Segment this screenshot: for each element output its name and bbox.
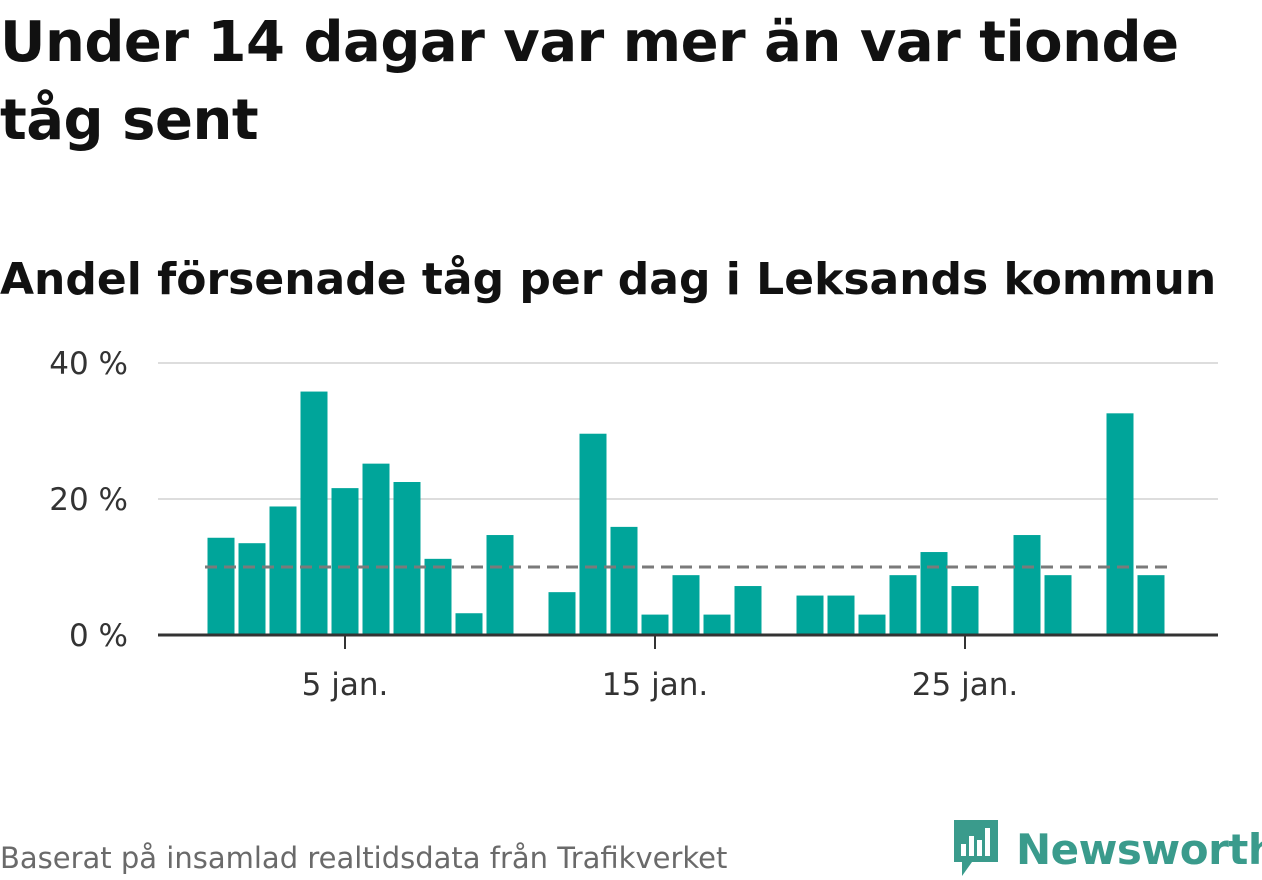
chart-subtitle: Andel försenade tåg per dag i Leksands k… [0, 254, 1217, 305]
bar [331, 488, 359, 635]
y-tick-label: 40 % [49, 346, 128, 382]
brand-name: Newsworthy [1016, 824, 1262, 874]
bar [393, 482, 421, 635]
bar [610, 526, 638, 635]
bar [672, 575, 700, 635]
bar [1137, 575, 1165, 635]
bar [1013, 535, 1041, 635]
source-note: Baserat på insamlad realtidsdata från Tr… [0, 841, 728, 875]
x-tick-label: 5 jan. [302, 667, 389, 703]
chart-title: Under 14 dagar var mer än var tionde tåg… [0, 10, 1179, 153]
bar [734, 586, 762, 635]
bar [641, 614, 669, 635]
bar [703, 614, 731, 635]
y-tick-label: 20 % [49, 482, 128, 518]
bar [269, 506, 297, 635]
bar [455, 613, 483, 635]
bar [858, 614, 886, 635]
bar [300, 391, 328, 635]
x-tick-label: 25 jan. [912, 667, 1018, 703]
bar [362, 463, 390, 635]
bar [827, 595, 855, 635]
bar [579, 433, 607, 635]
bar [1106, 413, 1134, 635]
bar [238, 543, 266, 635]
bar [889, 575, 917, 635]
bar-chart: 0 % 20 % 40 % 5 jan. 15 jan. 25 jan. [49, 346, 1218, 703]
x-tick-label: 15 jan. [602, 667, 708, 703]
newsworthy-logo-icon [954, 820, 998, 876]
x-axis: 5 jan. 15 jan. 25 jan. [158, 633, 1218, 703]
bar [207, 537, 235, 635]
bar [486, 535, 514, 635]
bar [796, 595, 824, 635]
y-axis-ticks: 0 % 20 % 40 % [49, 346, 128, 654]
bar [1044, 575, 1072, 635]
bars [207, 391, 1165, 635]
brand-logo: Newsworthy [950, 818, 1262, 880]
bar [424, 558, 452, 635]
y-tick-label: 0 % [69, 618, 128, 654]
bar [920, 552, 948, 635]
bar [548, 592, 576, 635]
bar [951, 586, 979, 635]
